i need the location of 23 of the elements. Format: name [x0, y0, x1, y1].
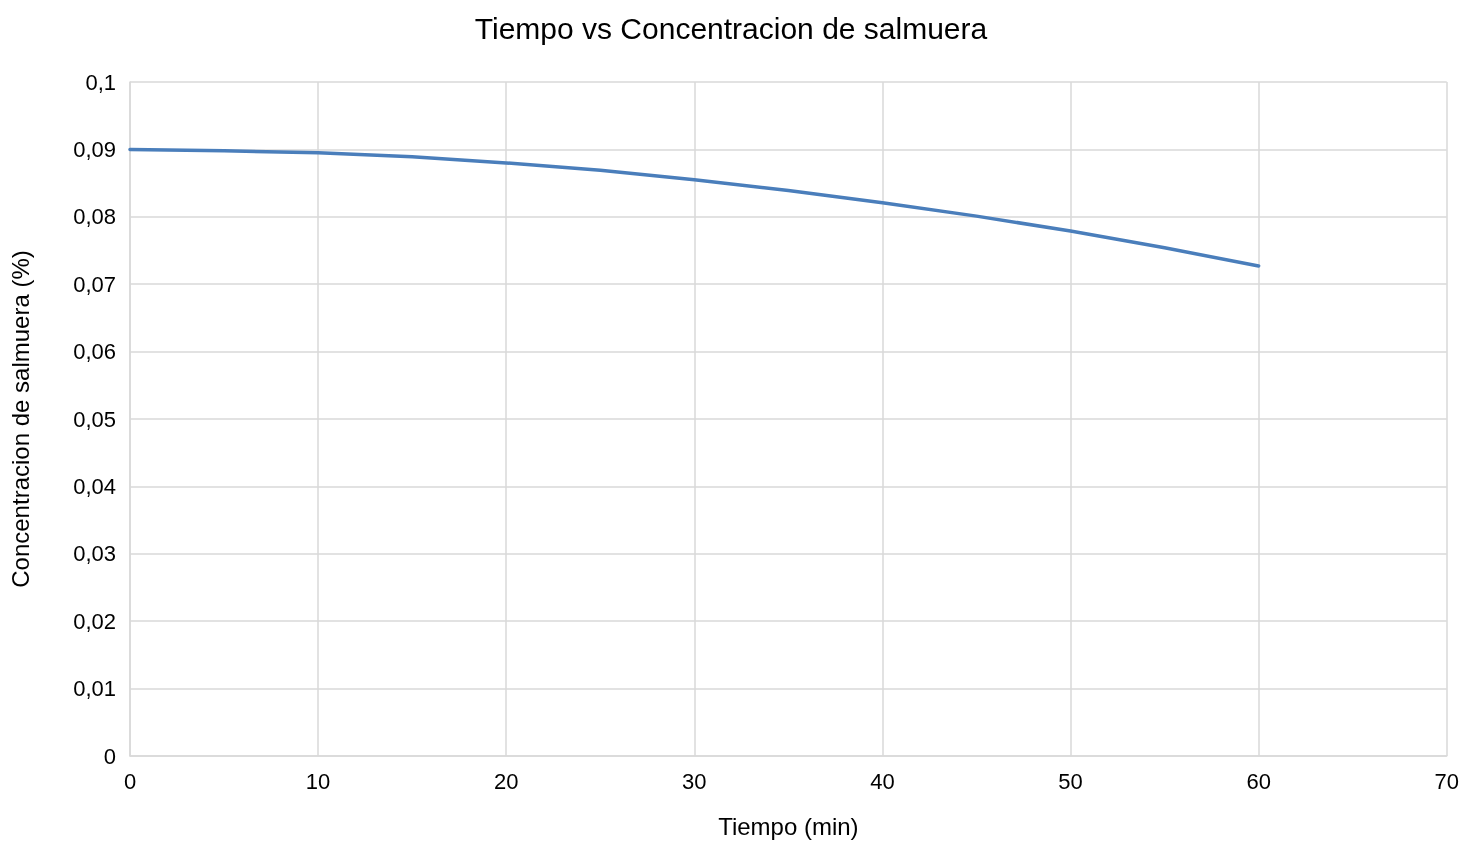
x-tick-label: 20	[493, 768, 519, 794]
y-tick-label: 0,1	[85, 69, 116, 95]
y-tick-label: 0,07	[73, 271, 116, 297]
y-tick-label: 0,02	[73, 608, 116, 634]
y-tick-label: 0,06	[73, 339, 116, 365]
x-tick-label: 10	[305, 768, 331, 794]
y-tick-label: 0,01	[73, 676, 116, 702]
line-series	[128, 147, 1261, 268]
x-tick-label: 50	[1058, 768, 1083, 794]
y-tick-label: 0,08	[73, 204, 116, 230]
y-tick-label: 0,05	[73, 406, 116, 432]
y-tick-label: 0,03	[73, 541, 116, 567]
x-tick-label: 30	[682, 768, 707, 794]
x-tick-label: 70	[1434, 768, 1460, 794]
y-tick-label: 0	[103, 743, 116, 769]
x-tick-label: 0	[123, 768, 137, 794]
chart-title: Tiempo vs Concentracion de salmuera	[474, 11, 988, 45]
y-axis-title: Concentracion de salmuera (%)	[6, 250, 34, 588]
x-tick-label: 40	[870, 768, 895, 794]
y-tick-label: 0,04	[73, 473, 116, 499]
x-tick-label: 60	[1246, 768, 1271, 794]
x-axis-title: Tiempo (min)	[718, 812, 859, 840]
y-tick-label: 0,09	[73, 136, 116, 162]
